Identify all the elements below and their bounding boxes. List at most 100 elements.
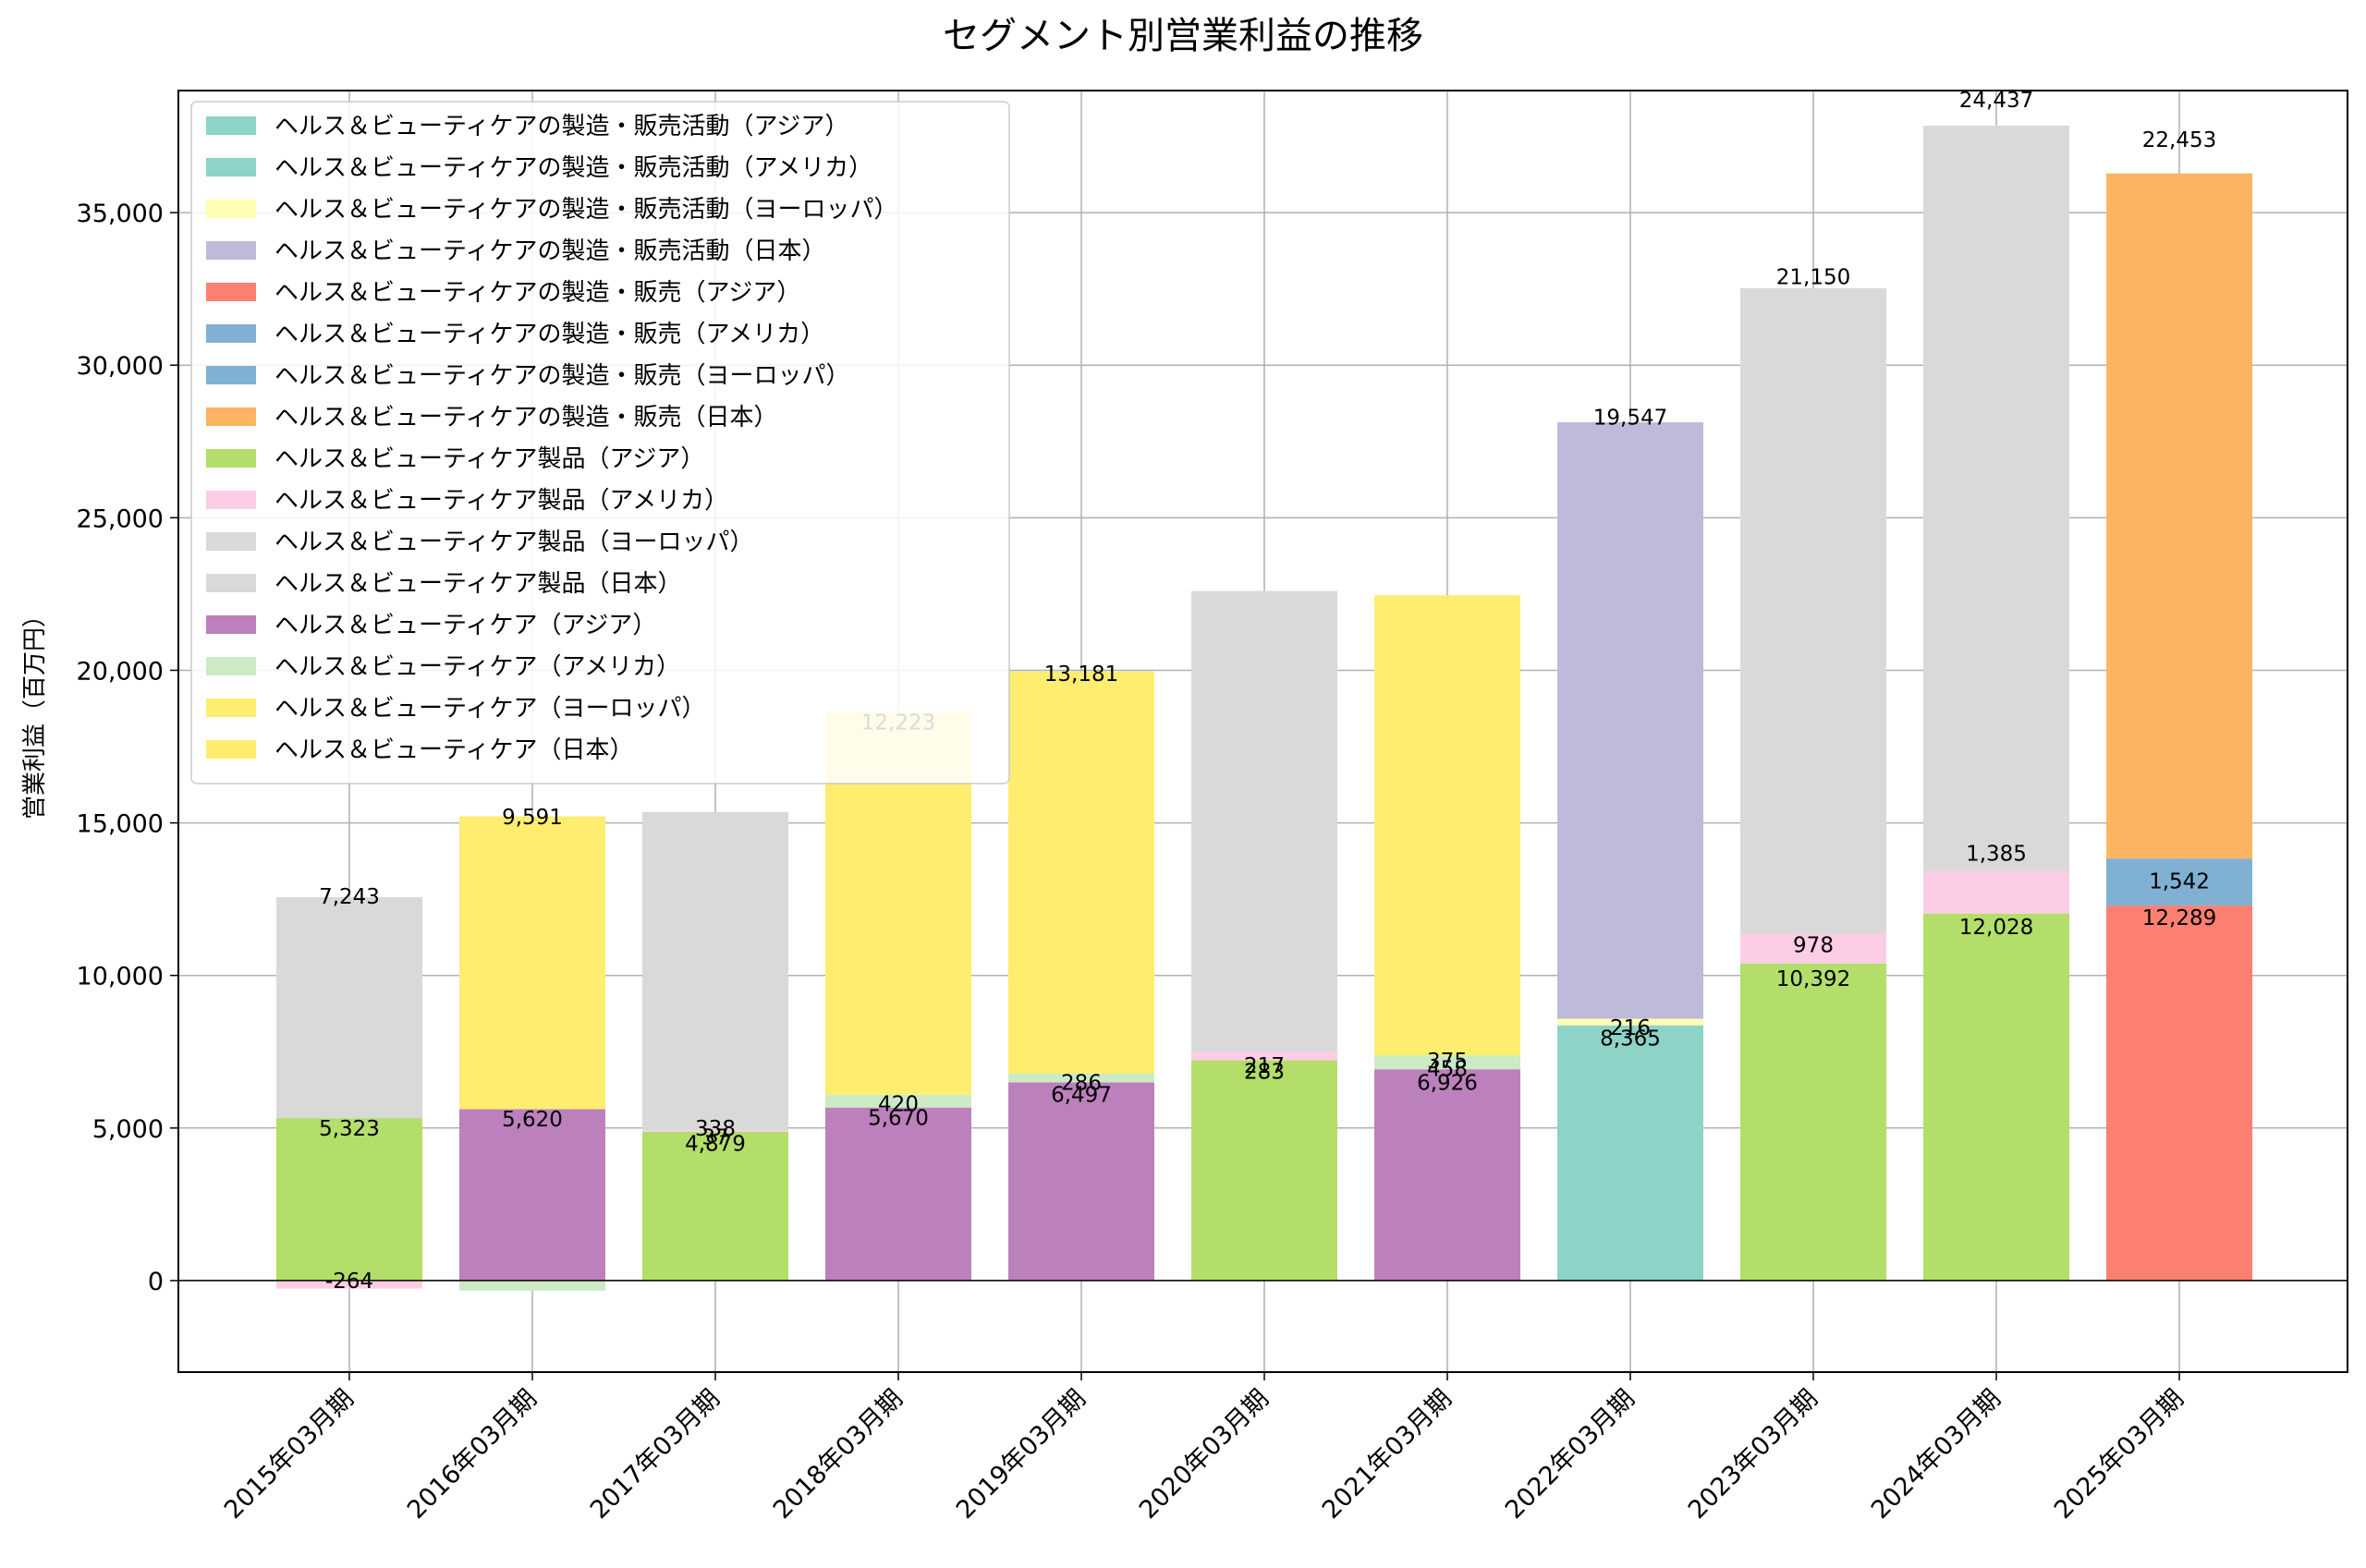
data-label: 21,150: [1776, 265, 1850, 289]
bar-segment: [276, 1280, 422, 1289]
y-tick-label: 35,000: [77, 200, 164, 228]
bar-segment: [825, 1084, 971, 1095]
bar-segment: [1191, 1051, 1337, 1061]
data-label: 12,289: [2142, 906, 2216, 930]
data-label: 9,591: [502, 806, 563, 830]
data-label: 6,497: [1051, 1083, 1112, 1107]
bar-segment: [2106, 858, 2252, 906]
legend-entry: ヘルス＆ビューティケア製品（ヨーロッパ）: [274, 529, 753, 556]
data-label: 37: [701, 1126, 728, 1150]
legend-swatch: [206, 574, 256, 592]
bar-segment: [1740, 933, 1886, 964]
bar-segment: [1191, 590, 1337, 1052]
bar-segment: [642, 1130, 788, 1132]
legend-swatch: [206, 116, 256, 135]
bar-segment: [825, 1107, 971, 1281]
data-label: 24,437: [1959, 89, 2033, 113]
legend-entry: ヘルス＆ビューティケア製品（アメリカ）: [274, 487, 728, 515]
chart-title: セグメント別営業利益の推移: [943, 15, 1423, 57]
bar-segment: [1923, 870, 2069, 914]
y-tick-label: 5,000: [92, 1115, 164, 1144]
legend-box: [190, 101, 1010, 784]
legend-swatch: [206, 366, 256, 384]
bar-segment: [642, 1131, 788, 1281]
bar-segment: [1557, 1025, 1703, 1281]
legend-entry: ヘルス＆ビューティケア（アジア）: [274, 612, 656, 639]
bar-segment: [1923, 913, 2069, 1281]
data-label: 375: [1427, 1050, 1468, 1074]
legend-swatch: [206, 657, 256, 675]
legend-swatch: [206, 615, 256, 634]
legend-entry: ヘルス＆ビューティケア（ヨーロッパ）: [274, 695, 705, 723]
data-label: 5,323: [319, 1117, 380, 1141]
data-label: 19,547: [1593, 406, 1667, 430]
data-label: 5,620: [502, 1108, 563, 1132]
legend-swatch: [206, 158, 256, 176]
data-label: 1,385: [1966, 843, 2027, 867]
data-label: 283: [1244, 1061, 1285, 1085]
data-label: 4,879: [685, 1132, 746, 1156]
legend-entry: ヘルス＆ビューティケアの製造・販売（ヨーロッパ）: [274, 362, 849, 390]
y-tick-label: 15,000: [77, 810, 164, 839]
data-label: 8,365: [1600, 1027, 1661, 1051]
data-label: 13,181: [1044, 662, 1118, 687]
bar-segment: [642, 1120, 788, 1131]
legend-entry: ヘルス＆ビューティケア製品（日本）: [274, 570, 681, 598]
legend-swatch: [206, 740, 256, 759]
y-axis-label: 営業利益（百万円）: [21, 603, 49, 820]
y-tick-label: 10,000: [77, 963, 164, 991]
legend-entry: ヘルス＆ビューティケア（日本）: [274, 736, 633, 764]
data-label: 338: [695, 1117, 736, 1141]
plot-frame: [177, 90, 2348, 1373]
bar-segment: [642, 811, 788, 1121]
data-label: 22,453: [2142, 128, 2216, 152]
y-tick-label: 0: [148, 1268, 164, 1296]
bar-segment: [1008, 671, 1154, 1074]
bar-segment: [459, 1109, 605, 1281]
data-label: 458: [1427, 1057, 1468, 1081]
legend-swatch: [206, 491, 256, 509]
bar-segment: [1191, 1060, 1337, 1281]
bar-segment: [1008, 1073, 1154, 1083]
legend-swatch: [206, 324, 256, 343]
data-label: 217: [1244, 1054, 1285, 1078]
bar-segment: [2106, 173, 2252, 859]
bar-segment: [1740, 287, 1886, 934]
data-label: 5,670: [868, 1106, 929, 1130]
legend-swatch: [206, 241, 256, 260]
bar-segment: [1374, 595, 1520, 1044]
data-label: 6,926: [1417, 1071, 1478, 1095]
bar-segment: [1008, 1082, 1154, 1281]
bar-segment: [1740, 963, 1886, 1281]
legend-entry: ヘルス＆ビューティケアの製造・販売（アメリカ）: [274, 321, 824, 348]
bar-segment: [459, 816, 605, 1110]
data-label: 10,392: [1776, 967, 1850, 991]
bar-segment: [2106, 906, 2252, 1281]
data-label: 7,243: [319, 885, 380, 909]
y-tick-label: 30,000: [77, 352, 164, 381]
data-label: -264: [325, 1270, 373, 1294]
legend-entry: ヘルス＆ビューティケアの製造・販売活動（ヨーロッパ）: [274, 196, 897, 224]
y-tick-label: 25,000: [77, 504, 164, 533]
y-tick-label: 20,000: [77, 657, 164, 686]
bar-segment: [276, 896, 422, 1119]
legend-entry: ヘルス＆ビューティケアの製造・販売（アジア）: [274, 279, 800, 307]
legend-entry: ヘルス＆ビューティケアの製造・販売活動（アジア）: [274, 113, 848, 140]
bar-segment: [1374, 1055, 1520, 1070]
legend-entry: ヘルス＆ビューティケアの製造・販売活動（日本）: [274, 237, 825, 265]
legend-swatch: [206, 449, 256, 468]
data-label: 420: [878, 1092, 919, 1116]
data-label: 286: [1061, 1071, 1102, 1095]
data-label: 216: [1610, 1016, 1651, 1040]
data-label: 12,028: [1959, 916, 2033, 940]
bar-segment: [1374, 1043, 1520, 1056]
legend-swatch: [206, 200, 256, 218]
legend-swatch: [206, 283, 256, 301]
bar-segment: [459, 1280, 605, 1291]
legend-swatch: [206, 407, 256, 426]
legend-entry: ヘルス＆ビューティケア製品（アジア）: [274, 445, 704, 473]
legend-swatch: [206, 699, 256, 717]
bar-segment: [276, 1118, 422, 1281]
